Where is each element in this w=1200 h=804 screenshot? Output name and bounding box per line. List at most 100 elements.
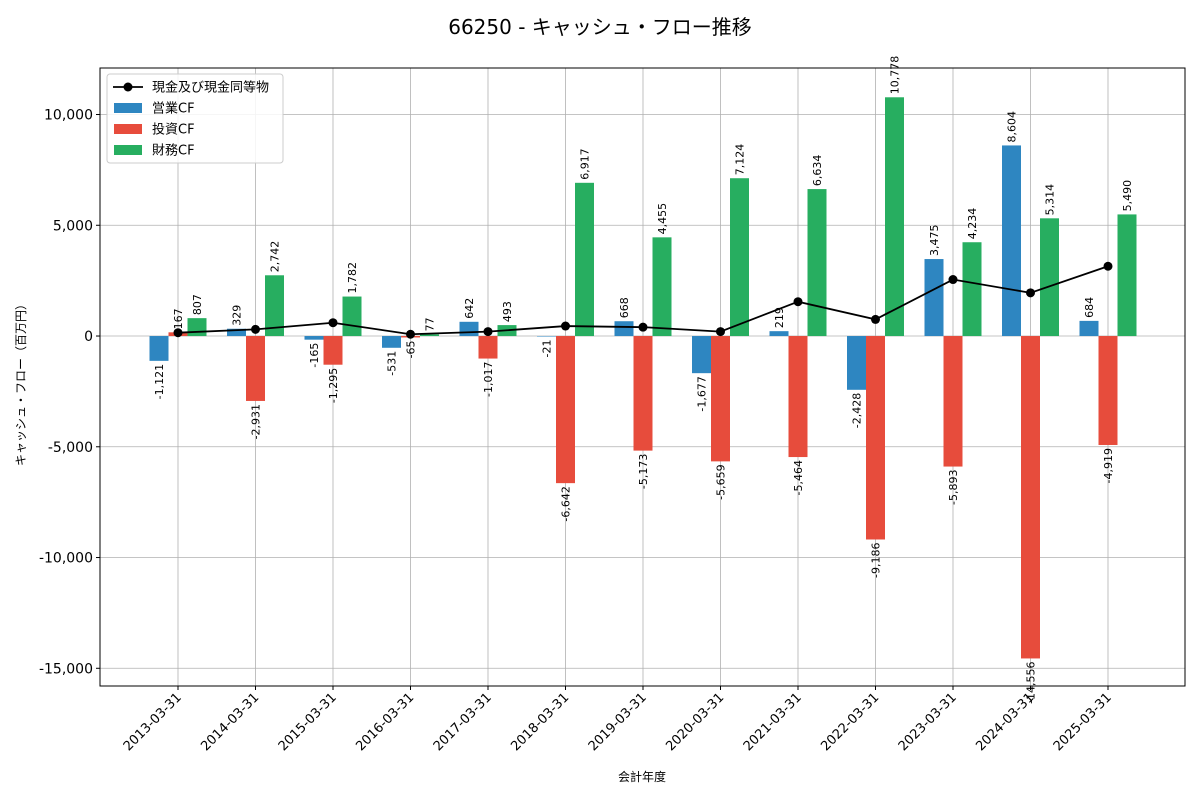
bar-financing: [807, 189, 827, 337]
bar-financing: [1040, 218, 1059, 337]
bar-financing: [265, 275, 284, 337]
bar-value-label: -5,173: [637, 454, 650, 489]
bar-value-label: 4,234: [966, 208, 979, 240]
bar-value-label: 7,124: [734, 144, 747, 176]
cash-point: [406, 329, 415, 339]
bar-value-label: 642: [463, 298, 476, 319]
legend-swatch: [114, 145, 142, 155]
bar-value-label: 10,778: [889, 56, 902, 95]
cash-point: [1103, 261, 1113, 271]
cash-point: [561, 321, 570, 331]
chart-title: 66250 - キャッシュ・フロー推移: [448, 15, 752, 39]
bar-value-label: 219: [773, 307, 786, 328]
x-tick-label: 2015-03-31: [276, 690, 340, 754]
bar-value-label: 2,742: [269, 241, 282, 273]
legend-marker: [123, 82, 133, 92]
bar-investing: [246, 336, 265, 401]
bar-value-label: 4,455: [656, 203, 669, 235]
bar-value-label: 8,604: [1006, 111, 1019, 143]
y-tick-label: 10,000: [44, 108, 93, 124]
cash-point: [716, 327, 725, 337]
x-tick-label: 2020-03-31: [663, 690, 727, 754]
x-tick-label: 2023-03-31: [896, 690, 960, 754]
bar-investing: [943, 336, 963, 467]
x-tick-label: 2021-03-31: [741, 690, 805, 754]
bar-financing: [962, 242, 982, 337]
bar-value-label: 684: [1083, 297, 1096, 318]
x-tick-label: 2016-03-31: [353, 690, 417, 754]
bar-value-label: -1,121: [153, 364, 166, 399]
x-tick-label: 2017-03-31: [431, 690, 495, 754]
bar-investing: [478, 336, 498, 359]
bar-operating: [227, 328, 246, 337]
legend-box: [106, 73, 284, 164]
bar-value-label: -5,464: [792, 460, 805, 495]
legend-label: 営業CF: [152, 101, 195, 117]
cash-point: [173, 328, 183, 338]
y-tick-label: -5,000: [48, 440, 93, 456]
bar-investing: [866, 336, 885, 540]
bar-investing: [711, 336, 730, 462]
bar-value-label: 807: [191, 294, 204, 315]
bar-value-label: -65: [405, 340, 418, 358]
bar-financing: [730, 178, 749, 337]
bar-investing: [1021, 336, 1040, 659]
bar-financing: [420, 334, 439, 337]
bar-operating: [1002, 145, 1021, 337]
legend-swatch: [114, 124, 142, 134]
cash-point: [328, 318, 338, 328]
bar-value-label: -2,931: [250, 404, 263, 439]
bar-value-label: -21: [541, 339, 554, 357]
bar-operating: [304, 336, 324, 340]
bar-operating: [537, 336, 556, 337]
legend-label: 投資CF: [152, 122, 195, 138]
bar-financing: [187, 318, 207, 337]
bar-operating: [692, 336, 711, 374]
y-tick-label: 0: [84, 329, 93, 345]
bar-value-label: 5,314: [1044, 184, 1057, 216]
x-tick-label: 2019-03-31: [586, 690, 650, 754]
cash-point: [638, 322, 648, 332]
bar-investing: [788, 336, 808, 458]
bar-value-label: 3,475: [928, 225, 941, 257]
x-tick-label: 2013-03-31: [121, 690, 185, 754]
bar-financing: [652, 237, 672, 337]
y-tick-label: -10,000: [39, 551, 93, 567]
bar-value-label: -4,919: [1102, 448, 1115, 483]
bar-operating: [847, 336, 866, 390]
cash-point: [793, 297, 803, 307]
x-tick-label: 2022-03-31: [818, 690, 882, 754]
bar-operating: [382, 336, 401, 348]
cash-point: [251, 324, 260, 334]
bar-value-label: -1,677: [696, 376, 709, 411]
bar-value-label: -5,659: [715, 464, 728, 499]
bar-investing: [556, 336, 575, 484]
y-tick-label: 5,000: [53, 218, 93, 234]
bar-operating: [1079, 320, 1099, 337]
bar-value-label: 167: [172, 308, 185, 329]
bar-value-label: 6,917: [579, 148, 592, 180]
x-tick-label: 2018-03-31: [508, 690, 572, 754]
bar-value-label: -6,642: [560, 486, 573, 521]
bar-operating: [614, 321, 634, 337]
bar-value-label: 6,634: [811, 155, 824, 187]
legend-label: 現金及び現金同等物: [152, 80, 269, 96]
bar-value-label: -165: [308, 343, 321, 368]
x-tick-label: 2025-03-31: [1051, 690, 1115, 754]
bar-value-label: -1,295: [327, 368, 340, 403]
bar-value-label: -14,556: [1025, 661, 1038, 703]
bar-investing: [633, 336, 653, 451]
bar-value-label: -5,893: [947, 470, 960, 505]
bar-operating: [769, 331, 789, 337]
bar-operating: [149, 336, 169, 361]
bar-value-label: 1,782: [346, 262, 359, 294]
cash-point: [871, 314, 880, 324]
bar-value-label: 329: [231, 305, 244, 326]
cash-point: [948, 275, 958, 285]
bar-value-label: 493: [501, 301, 514, 322]
cash-point: [1026, 288, 1035, 298]
bar-financing: [342, 296, 362, 337]
legend-swatch: [114, 103, 142, 113]
